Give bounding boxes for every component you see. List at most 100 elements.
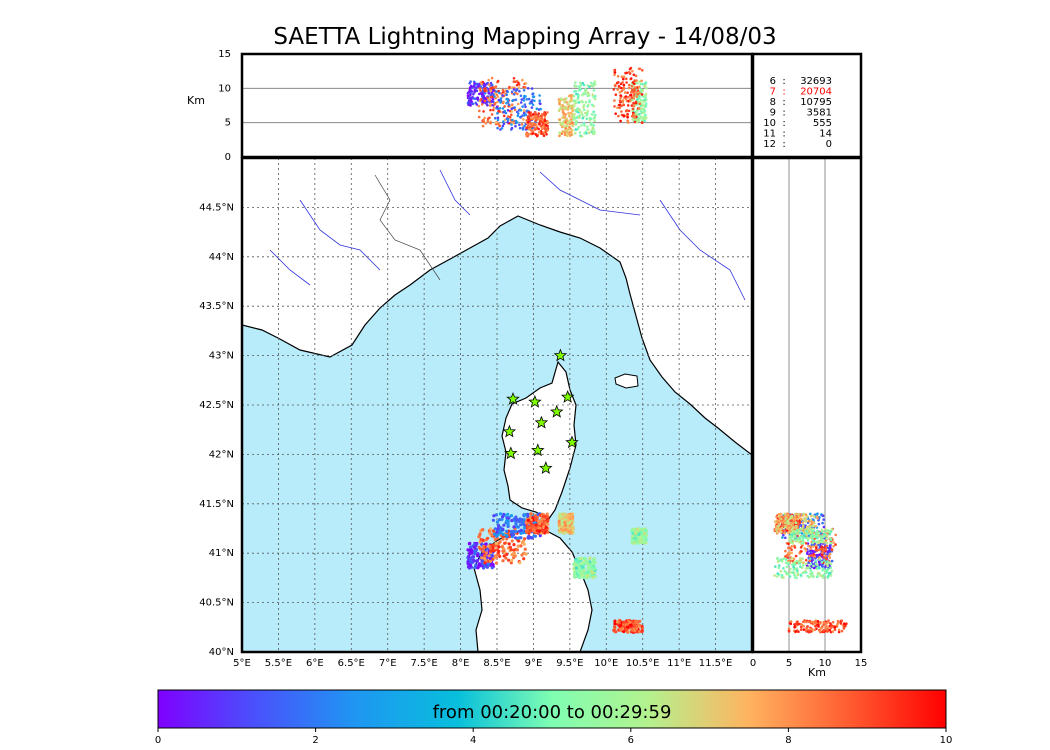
side-altitude-panel: 0 5 10 15 Km bbox=[750, 156, 867, 679]
station-star-icon bbox=[506, 392, 520, 405]
lightning-point bbox=[641, 69, 644, 72]
lightning-point bbox=[629, 623, 633, 627]
lightning-point bbox=[784, 561, 788, 564]
station-count-separator: : bbox=[782, 97, 785, 108]
lightning-point bbox=[538, 526, 542, 530]
lightning-point bbox=[501, 537, 505, 541]
lightning-point bbox=[632, 73, 636, 77]
lightning-point bbox=[829, 538, 833, 541]
lightning-point bbox=[574, 101, 578, 105]
lightning-point bbox=[776, 572, 779, 575]
lat-tick-label: 43°N bbox=[209, 351, 234, 362]
lightning-point bbox=[626, 112, 629, 116]
lightning-point bbox=[574, 128, 577, 131]
lightning-point bbox=[783, 512, 787, 516]
lightning-point bbox=[819, 627, 823, 630]
lightning-point bbox=[514, 89, 518, 92]
lightning-point bbox=[571, 121, 574, 125]
lightning-point bbox=[816, 623, 820, 627]
lightning-point bbox=[799, 560, 803, 564]
lightning-point bbox=[482, 85, 486, 88]
lat-tick-label: 42°N bbox=[209, 449, 234, 460]
lightning-point bbox=[483, 99, 487, 103]
lightning-point bbox=[627, 86, 631, 90]
lightning-point bbox=[562, 106, 565, 110]
station-count-value: 10795 bbox=[800, 97, 832, 108]
lightning-point bbox=[520, 123, 524, 126]
lightning-point bbox=[801, 514, 804, 517]
lightning-point bbox=[817, 522, 821, 526]
lightning-point bbox=[613, 69, 616, 72]
lightning-point bbox=[472, 93, 475, 96]
lightning-point bbox=[626, 625, 630, 629]
station-star-icon bbox=[504, 446, 518, 460]
station-star-icon bbox=[534, 415, 549, 429]
lightning-point bbox=[627, 71, 631, 74]
lightning-point bbox=[478, 92, 481, 96]
lightning-point bbox=[815, 546, 818, 549]
lightning-point bbox=[538, 131, 541, 134]
lightning-point bbox=[638, 629, 642, 634]
lightning-point bbox=[810, 514, 814, 518]
lightning-point bbox=[826, 561, 830, 565]
lightning-point bbox=[558, 100, 562, 103]
lightning-point bbox=[817, 566, 821, 570]
lightning-point bbox=[807, 520, 810, 523]
lightning-point bbox=[816, 563, 819, 566]
lightning-point bbox=[783, 515, 786, 518]
lightning-point bbox=[512, 88, 516, 91]
lightning-point bbox=[535, 107, 539, 110]
lightning-point bbox=[807, 544, 810, 548]
lightning-point bbox=[800, 550, 803, 553]
lightning-point bbox=[634, 86, 637, 89]
station-count-value: 555 bbox=[813, 118, 832, 129]
lightning-point bbox=[494, 561, 499, 565]
lightning-point bbox=[509, 514, 514, 518]
lightning-point bbox=[789, 620, 793, 623]
lightning-point bbox=[506, 120, 510, 124]
lightning-point bbox=[479, 537, 483, 542]
lightning-point bbox=[794, 524, 798, 528]
lightning-point bbox=[812, 564, 815, 568]
lightning-point bbox=[789, 559, 792, 563]
lightning-point bbox=[591, 558, 596, 562]
lightning-point bbox=[496, 533, 500, 537]
lightning-point bbox=[644, 113, 647, 117]
lightning-point bbox=[831, 620, 835, 624]
lightning-point bbox=[488, 104, 492, 107]
lightning-point bbox=[489, 121, 492, 125]
lightning-point bbox=[494, 513, 498, 517]
lightning-point bbox=[593, 566, 597, 571]
lightning-point bbox=[523, 537, 527, 541]
lightning-point bbox=[593, 119, 596, 122]
lightning-point bbox=[633, 116, 637, 119]
lightning-point bbox=[836, 619, 840, 623]
lightning-point bbox=[814, 525, 818, 528]
lightning-point bbox=[577, 557, 581, 561]
lightning-point bbox=[827, 619, 830, 622]
lightning-point bbox=[505, 93, 509, 96]
lightning-point bbox=[812, 545, 815, 548]
lightning-point bbox=[544, 126, 547, 129]
colorbar-tick-label: 2 bbox=[312, 735, 318, 746]
lightning-point bbox=[593, 130, 596, 133]
lon-tick-label: 11°E bbox=[667, 658, 691, 669]
lightning-point bbox=[816, 517, 819, 520]
lightning-point bbox=[480, 559, 484, 563]
lightning-point bbox=[504, 534, 509, 538]
lightning-point bbox=[570, 524, 574, 528]
lightning-point bbox=[826, 530, 830, 534]
lightning-point bbox=[566, 513, 570, 518]
lightning-point bbox=[837, 630, 841, 634]
lightning-point bbox=[495, 90, 498, 93]
lightning-point bbox=[781, 536, 784, 539]
lightning-point bbox=[784, 517, 787, 521]
lightning-point bbox=[800, 623, 804, 627]
lightning-point bbox=[635, 90, 638, 94]
lightning-point bbox=[483, 96, 487, 100]
lightning-point bbox=[569, 130, 573, 134]
lightning-point bbox=[802, 535, 805, 539]
lightning-point bbox=[499, 101, 502, 104]
lightning-point bbox=[496, 112, 499, 115]
